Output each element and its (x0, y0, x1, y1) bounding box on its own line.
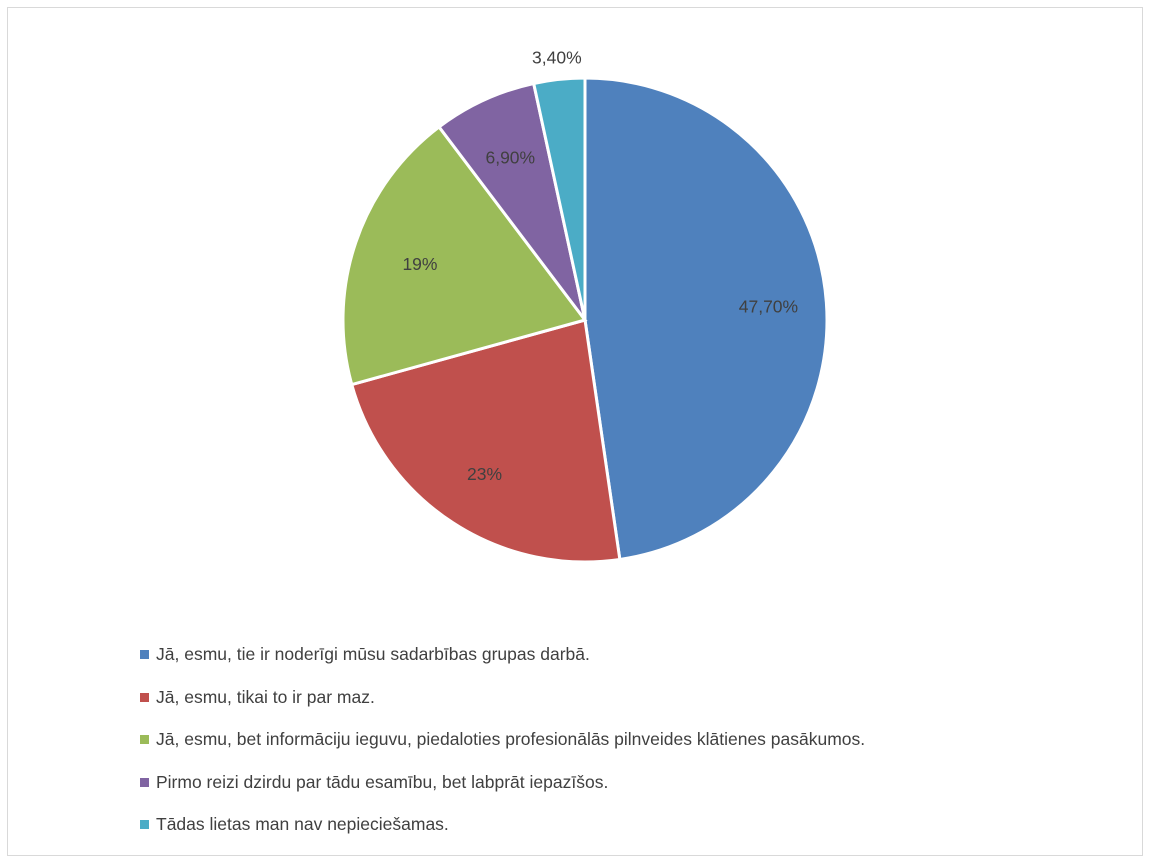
pie-slices (341, 76, 829, 564)
legend-label: Jā, esmu, tie ir noderīgi mūsu sadarbība… (156, 644, 590, 664)
legend-item: Tādas lietas man nav nepieciešamas. (140, 813, 865, 836)
legend-label: Jā, esmu, bet informāciju ieguvu, piedal… (156, 729, 866, 749)
legend-item: Jā, esmu, tikai to ir par maz. (140, 686, 865, 709)
data-label: 23% (467, 464, 502, 484)
legend-item: Jā, esmu, tie ir noderīgi mūsu sadarbība… (140, 643, 865, 666)
data-label: 47,70% (739, 297, 798, 317)
legend-swatch (140, 777, 149, 787)
legend-swatch (140, 820, 149, 829)
legend-label: Jā, esmu, tikai to ir par maz. (156, 686, 375, 707)
legend-label: Pirmo reizi dzirdu par tādu esamību, bet… (156, 771, 609, 792)
legend-label: Tādas lietas man nav nepieciešamas. (156, 814, 449, 834)
chart-legend: Jā, esmu, tie ir noderīgi mūsu sadarbība… (140, 643, 865, 856)
legend-swatch (140, 692, 149, 702)
pie-slice (341, 124, 588, 387)
pie-slice (436, 81, 587, 321)
data-label: 6,90% (485, 147, 535, 167)
legend-item: Pirmo reizi dzirdu par tādu esamību, bet… (140, 771, 865, 794)
pie-slice (583, 76, 829, 562)
legend-swatch (140, 735, 149, 744)
pie-slice (349, 318, 622, 564)
pie-chart: 47,70% 23% 19% 6,90% 3,40% (341, 48, 829, 564)
data-labels: 47,70% 23% 19% 6,90% 3,40% (402, 48, 798, 485)
data-label: 19% (402, 254, 437, 274)
data-label: 3,40% (532, 48, 582, 68)
legend-item: Jā, esmu, bet informāciju ieguvu, piedal… (140, 728, 865, 751)
pie-slice (531, 76, 587, 321)
legend-swatch (140, 650, 149, 659)
